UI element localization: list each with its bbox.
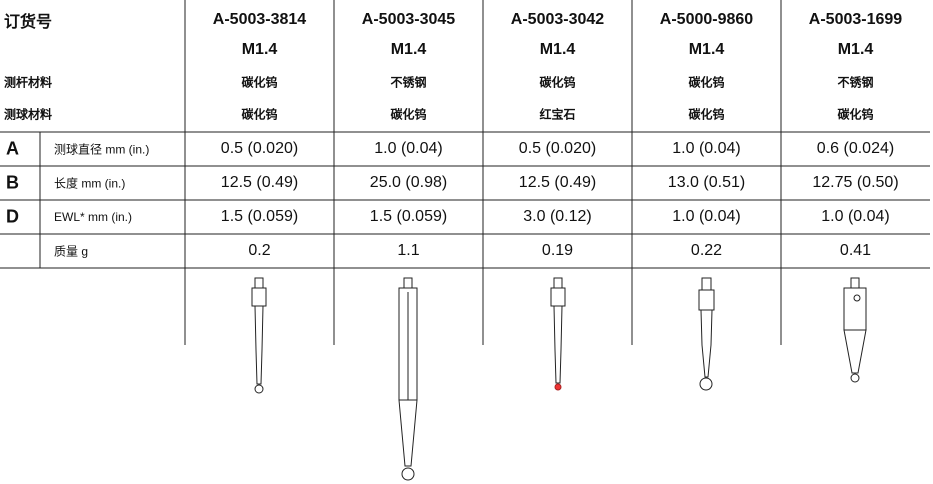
row-key: D (6, 206, 19, 227)
row-label: 测球直径 mm (in.) (54, 142, 150, 157)
cell: 25.0 (0.98) (369, 174, 448, 191)
probe-drawings (251, 277, 867, 481)
row-key: A (6, 138, 19, 159)
ball-material: 碳化钨 (390, 107, 427, 122)
cell: 1.5 (0.059) (220, 208, 299, 225)
cell: 3.0 (0.12) (523, 208, 592, 225)
part-number: A-5003-3814 (212, 11, 307, 28)
part-number: A-5003-3045 (361, 11, 456, 28)
stem-material: 不锈钢 (390, 75, 427, 90)
cell: 12.5 (0.49) (220, 174, 299, 191)
cell: 0.5 (0.020) (220, 140, 299, 157)
cell: 1.0 (0.04) (672, 140, 741, 157)
row-label: 质量 g (54, 244, 89, 259)
part-number: A-5003-1699 (808, 11, 903, 28)
row-label: 长度 mm (in.) (54, 176, 126, 191)
cell: 1.0 (0.04) (672, 208, 741, 225)
stem-material: 碳化钨 (539, 75, 576, 90)
cell: 0.22 (690, 242, 723, 259)
cell: 0.41 (839, 242, 872, 259)
cell: 13.0 (0.51) (667, 174, 746, 191)
cell: 0.5 (0.020) (518, 140, 597, 157)
thread: M1.4 (837, 41, 874, 58)
ball-material: 碳化钨 (837, 107, 874, 122)
cell: 1.0 (0.04) (821, 208, 890, 225)
cell: 1.5 (0.059) (369, 208, 448, 225)
cell: 1.1 (397, 242, 420, 259)
part-number: A-5003-3042 (510, 11, 605, 28)
row-label: EWL* mm (in.) (54, 210, 132, 224)
cell: 0.2 (248, 242, 271, 259)
cell: 1.0 (0.04) (374, 140, 443, 157)
ball-material: 碳化钨 (241, 107, 278, 122)
thread: M1.4 (539, 41, 576, 58)
stem-material: 碳化钨 (688, 75, 725, 90)
stem-material: 不锈钢 (837, 75, 874, 90)
material-label: 测杆材料 (4, 75, 53, 90)
cell: 0.19 (541, 242, 574, 259)
cell: 0.6 (0.024) (816, 140, 895, 157)
thread: M1.4 (390, 41, 427, 58)
order-label: 订货号 (4, 14, 53, 31)
stem-material: 碳化钨 (241, 75, 278, 90)
row-key: B (6, 172, 19, 193)
cell: 12.5 (0.49) (518, 174, 597, 191)
thread: M1.4 (241, 41, 278, 58)
ball-material: 红宝石 (539, 107, 576, 122)
thread: M1.4 (688, 41, 725, 58)
part-number: A-5000-9860 (659, 11, 754, 28)
material-label: 测球材料 (4, 107, 53, 122)
ball-material: 碳化钨 (688, 107, 725, 122)
cell: 12.75 (0.50) (812, 174, 899, 191)
